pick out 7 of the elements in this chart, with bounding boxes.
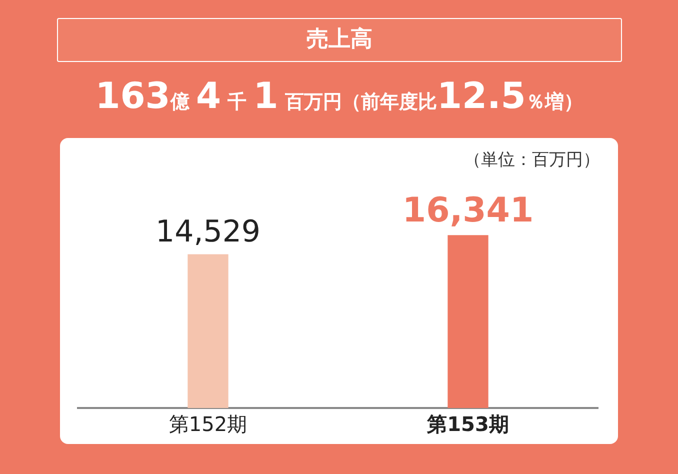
- x-tick-label: 第152期: [168, 412, 248, 436]
- chart-subtitle: 163億 4 千 1 百万円（前年度比12.5％増）: [95, 76, 583, 117]
- data-label: 16,341: [402, 190, 534, 230]
- data-label: 14,529: [156, 214, 260, 250]
- x-tick-label: 第153期: [426, 412, 509, 436]
- text: （単位：百万円）: [464, 149, 600, 171]
- chart-title: 売上高: [57, 18, 622, 62]
